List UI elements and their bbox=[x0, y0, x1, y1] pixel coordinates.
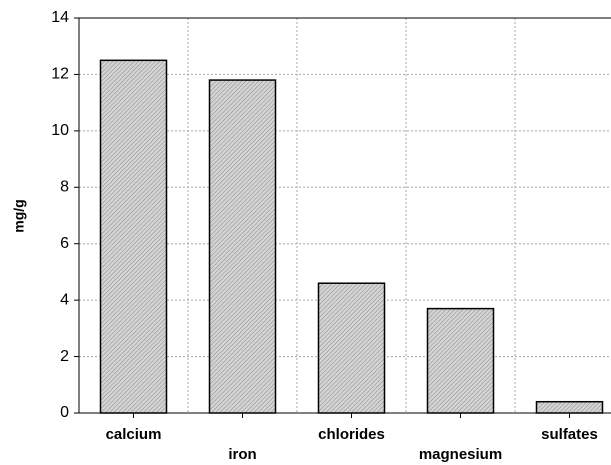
bar bbox=[99, 59, 168, 414]
bar bbox=[317, 282, 386, 414]
x-tick-label: sulfates bbox=[541, 426, 598, 443]
x-tick-label: magnesium bbox=[419, 446, 502, 463]
y-tick-label: 14 bbox=[51, 9, 69, 26]
y-axis-label: mg/g bbox=[11, 199, 27, 232]
x-tick-label: chlorides bbox=[318, 426, 385, 443]
y-tick-label: 0 bbox=[60, 404, 69, 421]
y-tick-label: 4 bbox=[60, 291, 69, 308]
y-tick-label: 8 bbox=[60, 179, 69, 196]
bar bbox=[426, 307, 495, 414]
x-tick-label: iron bbox=[228, 446, 256, 463]
y-tick-label: 12 bbox=[51, 66, 69, 83]
y-tick-label: 6 bbox=[60, 235, 69, 252]
y-tick-label: 2 bbox=[60, 348, 69, 365]
x-tick-label: calcium bbox=[106, 426, 162, 443]
bar bbox=[208, 79, 277, 414]
bar bbox=[535, 400, 604, 414]
y-tick-label: 10 bbox=[51, 122, 69, 139]
